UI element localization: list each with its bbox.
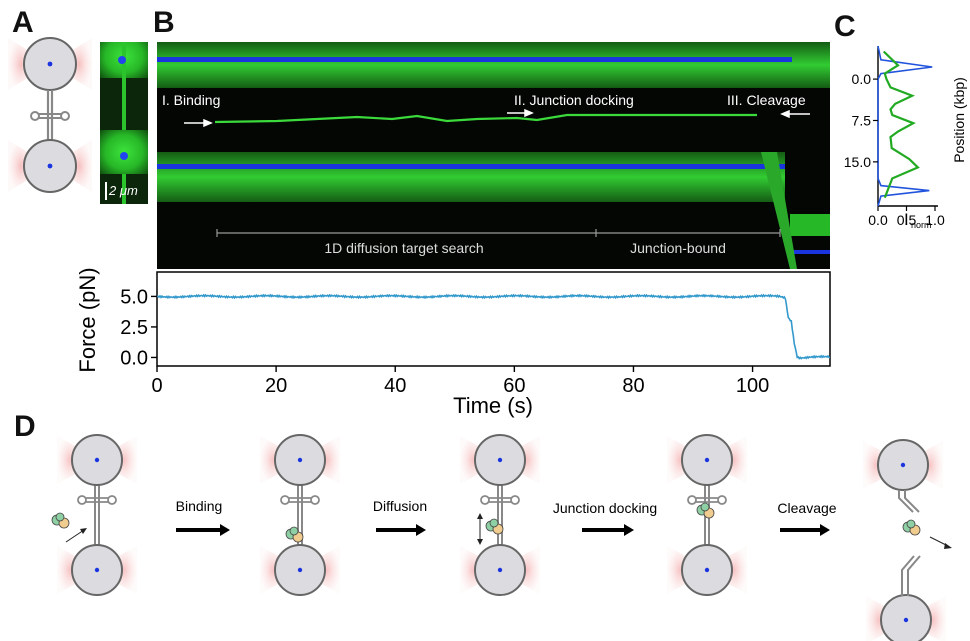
- force-xtick-label-1: 20: [265, 375, 287, 397]
- label-bound-phase: Junction-bound: [630, 240, 726, 256]
- step-label-junction-docking: Junction docking: [553, 500, 657, 516]
- intensity-profile-plot: 0.0 7.5 15.0 0.0 0.5 1.0 I norm Position (kb…: [844, 45, 967, 230]
- label-binding: I. Binding: [162, 92, 220, 108]
- profile-xlabel-main: I: [904, 210, 909, 229]
- force-plot: 5.0 2.5 0.0 0 20 40 60 80 100 Force (pN) Time (…: [75, 267, 831, 418]
- step-label-diffusion: Diffusion: [373, 498, 427, 514]
- trap-bottom: [8, 139, 92, 193]
- bead-top-band: [157, 42, 830, 88]
- step-1-free-enzyme: [51, 434, 138, 596]
- profile-ytick-label-0: 0.0: [852, 71, 872, 87]
- profile-blue-trace: [877, 45, 933, 207]
- force-ytick-label-0: 5.0: [120, 286, 148, 308]
- step-4-docked-enzyme: [666, 434, 748, 596]
- force-xtick-label-0: 0: [151, 375, 162, 397]
- profile-ylabel: Position (kbp): [951, 77, 967, 163]
- panel-label-c: C: [834, 10, 856, 43]
- enzyme-trajectory: [214, 113, 757, 124]
- post-cleavage-bottom: [790, 214, 830, 236]
- profile-ytick-label-1: 7.5: [852, 112, 872, 128]
- panel-label-a: A: [12, 6, 34, 39]
- phase-brackets: [216, 229, 781, 237]
- force-xlabel: Time (s): [453, 393, 533, 418]
- force-xtick-label-2: 40: [384, 375, 406, 397]
- panel-label-d: D: [14, 410, 36, 443]
- panel-d-reaction-schematic: Binding Diffusion Junction docking Cleav…: [51, 434, 952, 641]
- post-cleavage-top: [792, 42, 830, 88]
- profile-xtick-label-2: 1.0: [925, 212, 945, 228]
- force-ylabel: Force (pN): [75, 267, 100, 372]
- force-trace: [156, 293, 831, 360]
- profile-green-trace: [882, 50, 920, 199]
- profile-xlabel-sub: norm: [911, 220, 932, 230]
- step-label-binding: Binding: [176, 498, 223, 514]
- cleavage-edge: [761, 152, 797, 269]
- panel-label-b: B: [153, 6, 175, 39]
- panel-a-fluorescence-image: 2 μm: [100, 42, 148, 204]
- step-arrow-2: [376, 524, 426, 536]
- force-ytick-label-1: 2.5: [120, 317, 148, 339]
- force-xtick-label-4: 80: [622, 375, 644, 397]
- kymograph: I. Binding II. Junction docking III. Cle…: [157, 42, 830, 269]
- trap-top: [8, 37, 92, 91]
- profile-xtick-label-0: 0.0: [868, 212, 888, 228]
- force-plot-frame: [156, 271, 831, 367]
- label-junction-docking: II. Junction docking: [514, 92, 634, 108]
- step-arrow-3: [582, 524, 634, 536]
- step-arrow-1: [176, 524, 230, 536]
- step-arrow-4: [780, 524, 830, 536]
- force-ytick-label-2: 0.0: [120, 347, 148, 369]
- label-diffusion-phase: 1D diffusion target search: [324, 240, 483, 256]
- scale-bar-label: 2 μm: [109, 183, 138, 198]
- force-xtick-label-3: 60: [503, 375, 525, 397]
- label-cleavage: III. Cleavage: [727, 92, 806, 108]
- profile-xtick-label-1: 0.5: [897, 212, 917, 228]
- step-5-cleaved-dna: [862, 439, 952, 641]
- panel-a-dumbbell-schematic: [8, 37, 92, 193]
- step-3-diffusing-enzyme: [459, 434, 541, 596]
- bead-bottom-band: [157, 152, 785, 202]
- profile-ytick-label-2: 15.0: [844, 154, 871, 170]
- scale-bar: [105, 182, 107, 200]
- step-2-bound-enzyme: [259, 434, 341, 596]
- force-xtick-label-5: 100: [736, 375, 769, 397]
- step-label-cleavage: Cleavage: [777, 500, 836, 516]
